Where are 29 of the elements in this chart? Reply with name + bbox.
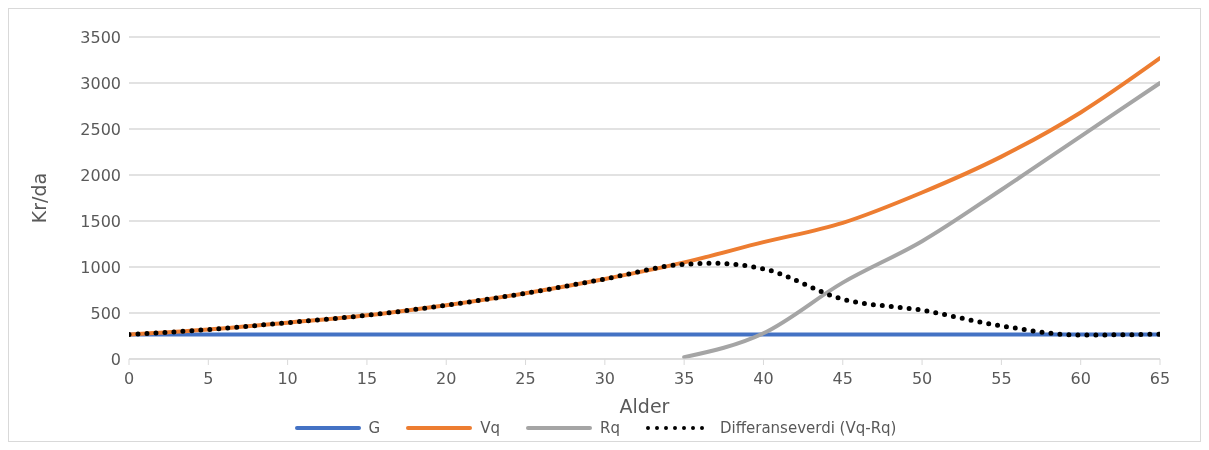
x-tick-label: 50 bbox=[911, 369, 933, 389]
x-tick-label: 20 bbox=[436, 369, 457, 389]
x-tick-label: 15 bbox=[356, 369, 378, 389]
legend-label: Differanseverdi (Vq-Rq) bbox=[719, 419, 897, 437]
x-tick-label: 10 bbox=[277, 369, 298, 389]
x-tick-label: 45 bbox=[832, 369, 853, 389]
y-tick-label: 1500 bbox=[80, 211, 121, 231]
y-tick-label: 1000 bbox=[80, 257, 121, 277]
x-tick-label: 35 bbox=[673, 369, 695, 389]
y-tick-label: 2000 bbox=[80, 165, 121, 185]
x-tick-label: 65 bbox=[1149, 369, 1171, 389]
y-tick-label: 500 bbox=[90, 303, 121, 323]
y-axis-title: Kr/da bbox=[27, 172, 50, 224]
y-tick-label: 0 bbox=[110, 349, 121, 369]
legend-label: Rq bbox=[599, 419, 620, 437]
y-tick-label: 2500 bbox=[80, 119, 121, 139]
x-tick-label: 40 bbox=[753, 369, 774, 389]
x-tick-label: 60 bbox=[1070, 369, 1091, 389]
y-tick-label: 3500 bbox=[80, 27, 121, 47]
x-tick-label: 5 bbox=[203, 369, 214, 389]
x-axis-title: Alder bbox=[619, 395, 670, 417]
x-tick-label: 0 bbox=[123, 369, 135, 389]
x-tick-label: 55 bbox=[991, 369, 1012, 389]
legend-label: G bbox=[368, 419, 381, 437]
line-series bbox=[682, 81, 1160, 359]
y-tick-label: 3000 bbox=[80, 73, 121, 93]
x-tick-label: 30 bbox=[594, 369, 616, 389]
x-tick-label: 25 bbox=[515, 369, 536, 389]
legend-label: Vq bbox=[480, 419, 500, 437]
